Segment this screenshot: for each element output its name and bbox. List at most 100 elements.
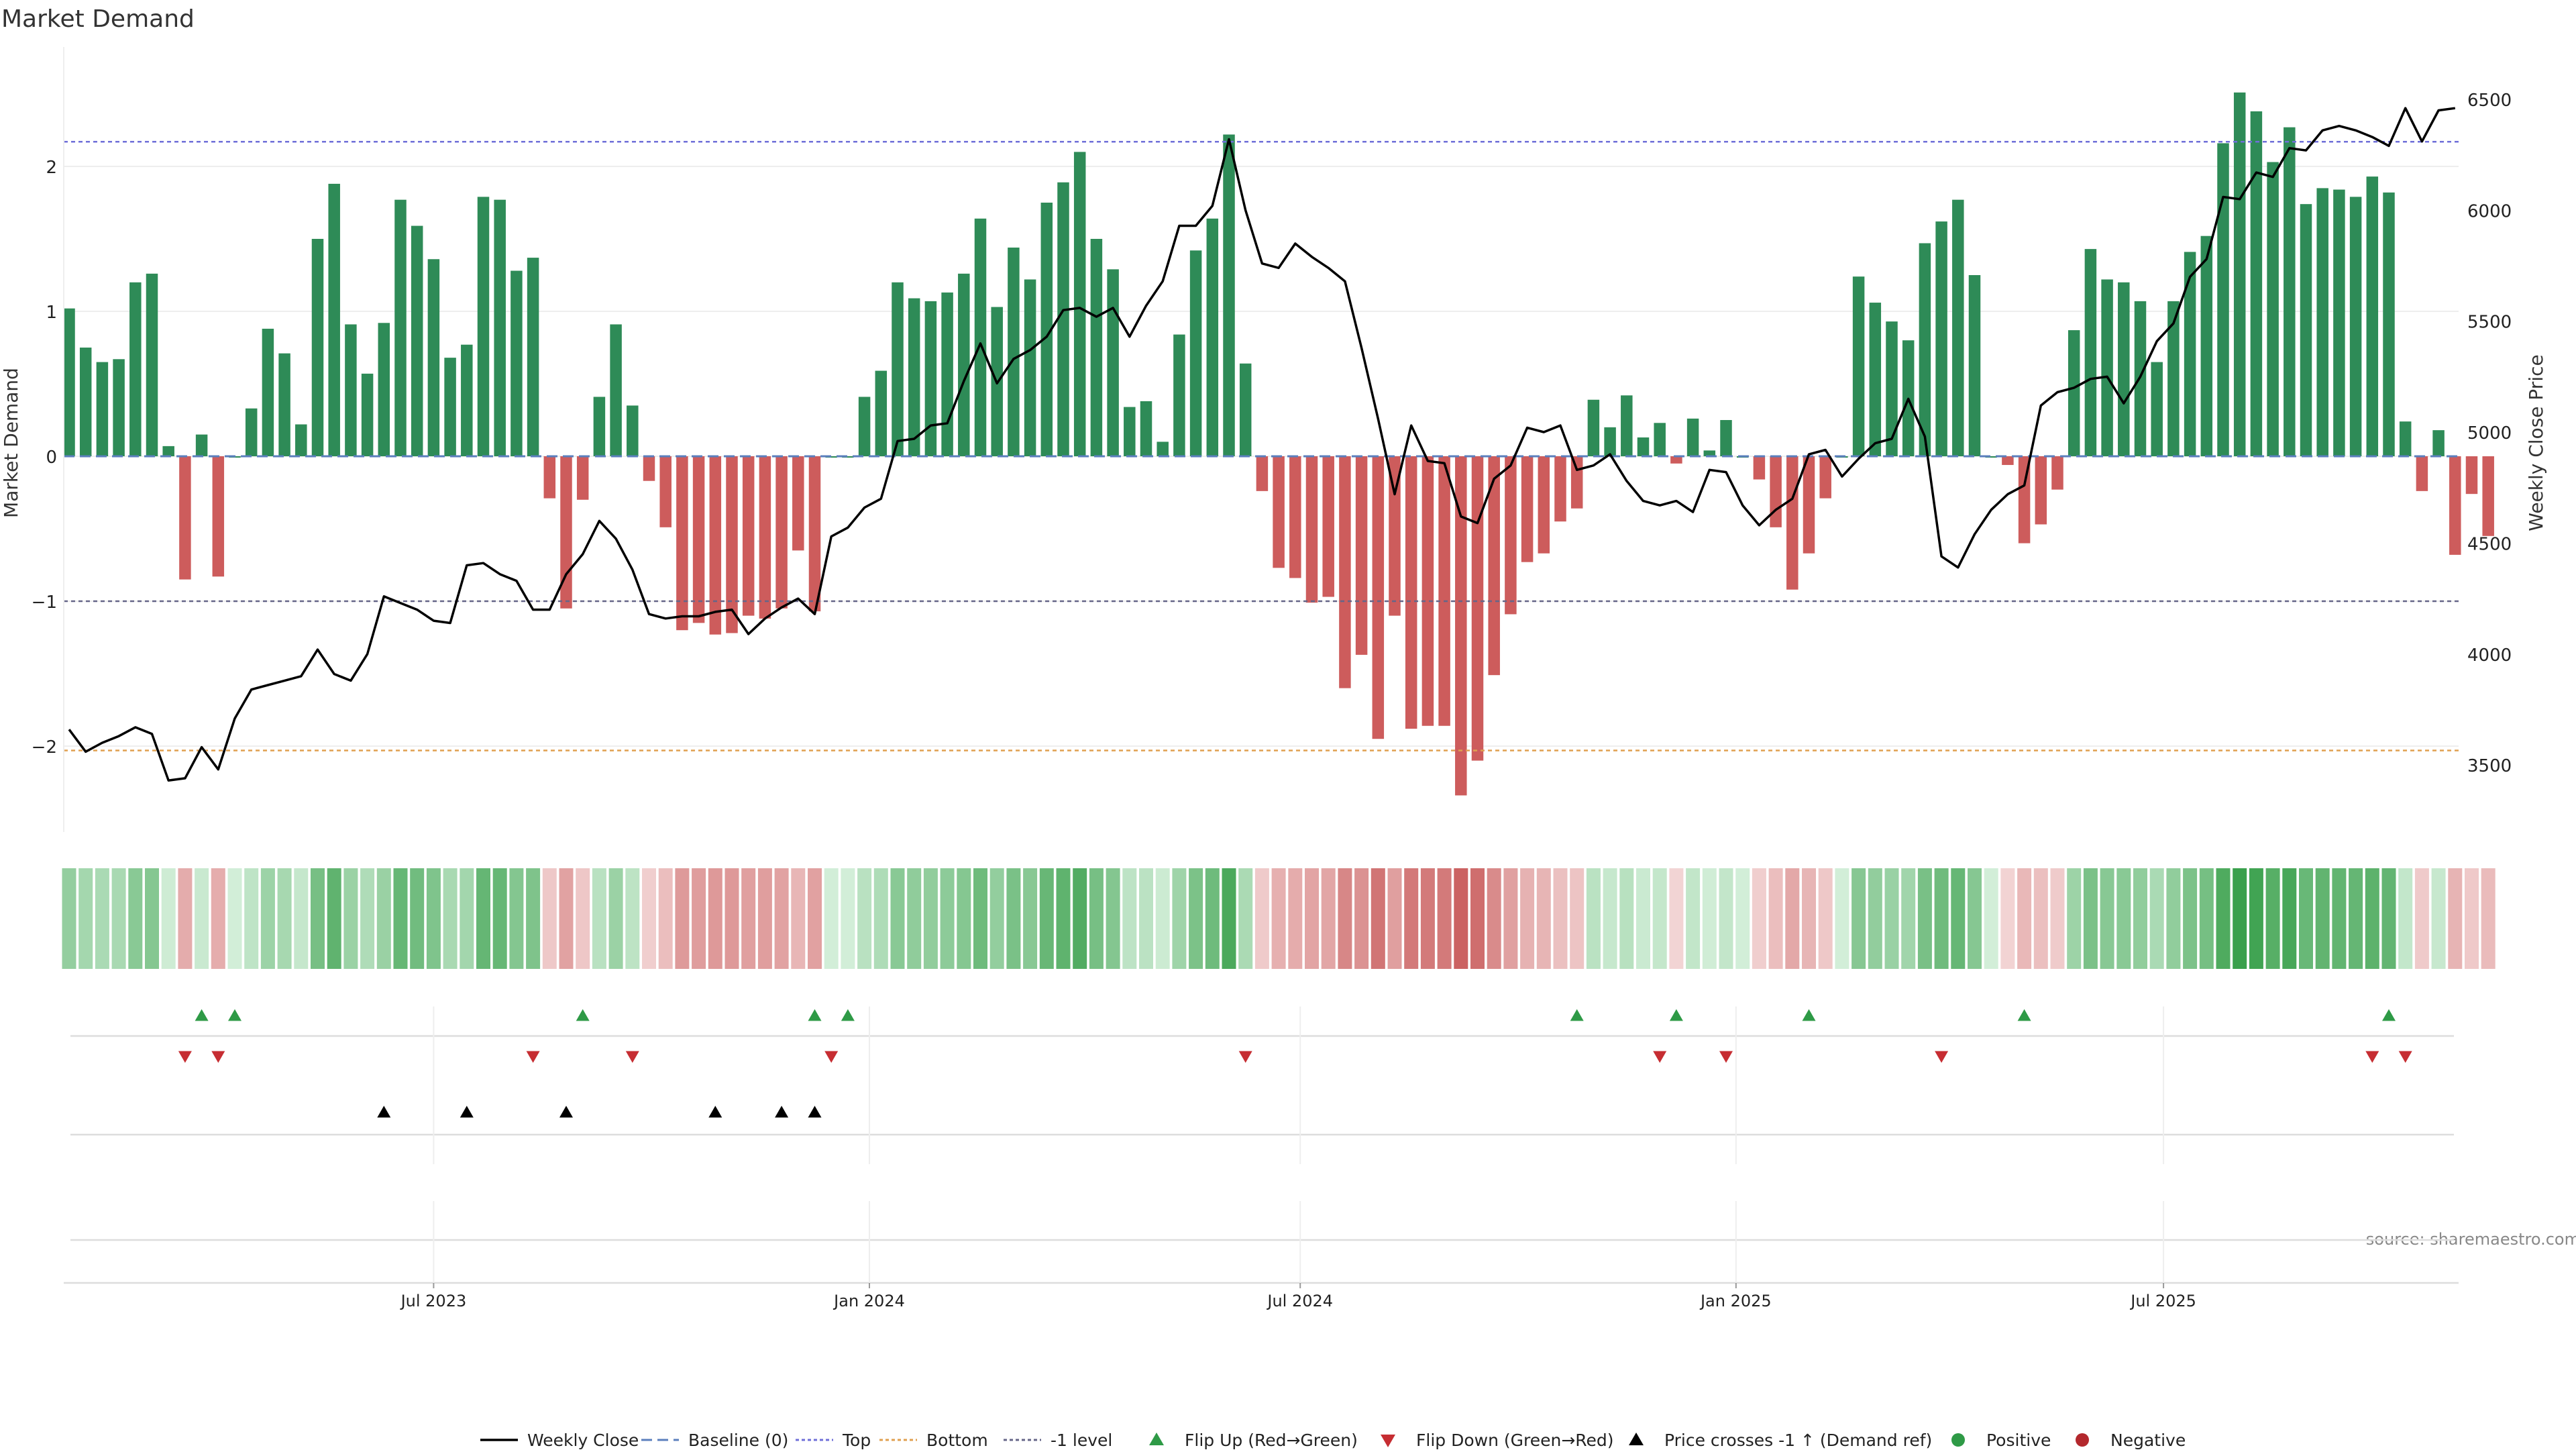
- demand-bar: [295, 424, 307, 456]
- price-cross-marker: [708, 1106, 722, 1118]
- demand-bar: [2118, 282, 2130, 456]
- demand-bar: [692, 456, 705, 623]
- demand-heat-strip: [62, 868, 2496, 969]
- heat-cell: [559, 868, 574, 969]
- heat-cell: [1155, 868, 1170, 969]
- demand-bar: [1455, 456, 1467, 796]
- heat-cell: [708, 868, 722, 969]
- heat-cell: [923, 868, 938, 969]
- y-tick-label-right: 5000: [2467, 423, 2512, 444]
- heat-cell: [1752, 868, 1766, 969]
- heat-cell: [1006, 868, 1021, 969]
- heat-cell: [1039, 868, 1054, 969]
- legend-label: Flip Down (Green→Red): [1416, 1431, 1614, 1449]
- flip-up-marker: [808, 1009, 822, 1021]
- heat-cell: [1254, 868, 1269, 969]
- heat-cell: [957, 868, 971, 969]
- heat-cell: [393, 868, 408, 969]
- heat-cell: [161, 868, 176, 969]
- heat-cell: [62, 868, 76, 969]
- heat-cell: [1669, 868, 1684, 969]
- y-tick-label-right: 6500: [2467, 91, 2512, 111]
- demand-bar: [79, 348, 92, 456]
- heat-cell: [824, 868, 839, 969]
- demand-bar: [1273, 456, 1285, 568]
- heat-cell: [492, 868, 507, 969]
- demand-bar: [1107, 269, 1119, 456]
- legend-label: Positive: [1986, 1431, 2051, 1449]
- demand-bar: [1438, 456, 1450, 726]
- flip-up-marker: [2017, 1009, 2031, 1021]
- demand-bar: [2184, 252, 2196, 456]
- demand-bar: [1521, 456, 1534, 562]
- heat-cell: [2183, 868, 2198, 969]
- demand-bar: [2002, 456, 2014, 465]
- demand-bar: [1686, 418, 1699, 456]
- demand-bar: [2084, 249, 2097, 456]
- demand-bar: [1786, 456, 1799, 590]
- demand-bar: [2432, 430, 2445, 456]
- price-cross-marker: [377, 1106, 391, 1118]
- demand-bar: [1339, 456, 1351, 688]
- weekly-close-layer: [68, 107, 2456, 782]
- flip-down-marker: [211, 1051, 225, 1063]
- flip-down-marker: [1238, 1051, 1252, 1063]
- demand-bar: [1505, 456, 1517, 615]
- heat-cell: [808, 868, 822, 969]
- flip-up-marker: [228, 1009, 241, 1021]
- y-tick-label-left: 1: [46, 303, 57, 323]
- heat-cell: [1437, 868, 1452, 969]
- demand-bar: [1090, 239, 1103, 456]
- demand-bar: [2035, 456, 2047, 525]
- heat-cell: [2100, 868, 2114, 969]
- demand-bar: [759, 456, 771, 619]
- demand-bar: [96, 362, 109, 456]
- heat-cell: [1884, 868, 1899, 969]
- legend-label: Weekly Close: [527, 1431, 639, 1449]
- demand-bar: [1057, 182, 1069, 456]
- heat-cell: [2349, 868, 2363, 969]
- heat-cell: [2033, 868, 2048, 969]
- heat-cell: [2017, 868, 2032, 969]
- demand-bar: [2200, 236, 2213, 456]
- demand-bar: [643, 456, 655, 481]
- heat-cell: [1719, 868, 1733, 969]
- demand-bar: [1703, 450, 1716, 456]
- heat-cell: [890, 868, 905, 969]
- demand-bar: [2167, 301, 2180, 456]
- heat-cell: [592, 868, 606, 969]
- heat-cell: [277, 868, 292, 969]
- heat-cell: [443, 868, 458, 969]
- heat-cell: [294, 868, 309, 969]
- heat-cell: [460, 868, 474, 969]
- heat-cell: [1984, 868, 1998, 969]
- heat-cell: [327, 868, 341, 969]
- demand-bar: [2068, 330, 2080, 456]
- heat-cell: [2282, 868, 2297, 969]
- demand-bar: [2399, 421, 2412, 456]
- heat-cell: [907, 868, 922, 969]
- heat-cell: [360, 868, 375, 969]
- flip-up-marker: [1669, 1009, 1683, 1021]
- heat-cell: [791, 868, 806, 969]
- heat-cell: [1968, 868, 1982, 969]
- heat-cell: [774, 868, 789, 969]
- demand-bar: [2051, 456, 2063, 490]
- demand-bar: [576, 456, 589, 500]
- demand-bar: [775, 456, 788, 609]
- heat-cell: [1570, 868, 1585, 969]
- weekly-close-line: [68, 107, 2456, 782]
- demand-bar: [1289, 456, 1301, 578]
- price-cross-marker: [775, 1106, 789, 1118]
- demand-bar: [1554, 456, 1566, 522]
- demand-bar: [461, 344, 473, 456]
- heat-cell: [741, 868, 756, 969]
- demand-bar: [858, 397, 871, 456]
- demand-bar: [146, 273, 158, 456]
- demand-bar: [1803, 456, 1815, 554]
- price-cross-marker: [808, 1106, 822, 1118]
- x-tick-label: Jul 2023: [400, 1292, 467, 1310]
- x-tick-label: Jul 2024: [1266, 1292, 1333, 1310]
- y-tick-label-right: 3500: [2467, 756, 2512, 776]
